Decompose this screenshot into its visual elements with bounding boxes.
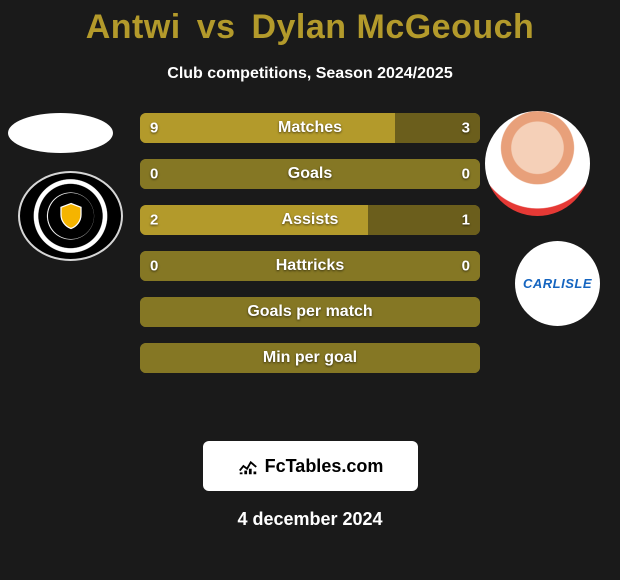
watermark: FcTables.com bbox=[203, 441, 418, 491]
stat-value-right: 0 bbox=[462, 258, 470, 275]
stat-label: Goals per match bbox=[247, 303, 372, 321]
stat-row: Min per goal bbox=[140, 343, 480, 373]
stat-label: Matches bbox=[278, 119, 342, 137]
chart-icon bbox=[237, 455, 259, 477]
shield-icon bbox=[56, 201, 86, 231]
stat-row: Goals per match bbox=[140, 297, 480, 327]
stat-fill-left bbox=[140, 113, 395, 143]
stat-value-left: 0 bbox=[150, 166, 158, 183]
stat-value-left: 2 bbox=[150, 212, 158, 229]
stat-label: Goals bbox=[288, 165, 332, 183]
comparison-stage: CARLISLE 93Matches00Goals21Assists00Hatt… bbox=[0, 123, 620, 423]
comparison-title: Antwi vs Dylan McGeouch bbox=[0, 0, 620, 47]
stat-row: 0 0 Hattricks bbox=[140, 251, 480, 281]
stat-value-right: 0 bbox=[462, 166, 470, 183]
stat-value-right: 1 bbox=[462, 212, 470, 229]
club-badge-left bbox=[18, 171, 123, 261]
date-text: 4 december 2024 bbox=[0, 509, 620, 530]
subtitle: Club competitions, Season 2024/2025 bbox=[0, 65, 620, 83]
club-badge-right: CARLISLE bbox=[515, 241, 600, 326]
stat-label: Min per goal bbox=[263, 349, 357, 367]
watermark-text: FcTables.com bbox=[265, 456, 384, 477]
stat-label: Hattricks bbox=[276, 257, 344, 275]
avatar-right bbox=[485, 111, 590, 216]
stat-label: Assists bbox=[282, 211, 339, 229]
club-badge-left-inner bbox=[48, 193, 94, 239]
stat-row: 0 0 Goals bbox=[140, 159, 480, 189]
stat-value-right: 3 bbox=[462, 120, 470, 137]
stat-value-left: 9 bbox=[150, 120, 158, 137]
stat-row: 9 3 Matches bbox=[140, 113, 480, 143]
title-right: Dylan McGeouch bbox=[251, 8, 534, 46]
stat-bars: 9 3 Matches 0 0 Goals 2 1 Assists 0 0 Hattricks Goal… bbox=[140, 113, 480, 389]
stat-value-left: 0 bbox=[150, 258, 158, 275]
avatar-left bbox=[8, 113, 113, 153]
title-left: Antwi bbox=[86, 8, 181, 46]
stat-row: 2 1 Assists bbox=[140, 205, 480, 235]
title-vs: vs bbox=[197, 8, 236, 46]
club-right-label: CARLISLE bbox=[523, 276, 592, 291]
